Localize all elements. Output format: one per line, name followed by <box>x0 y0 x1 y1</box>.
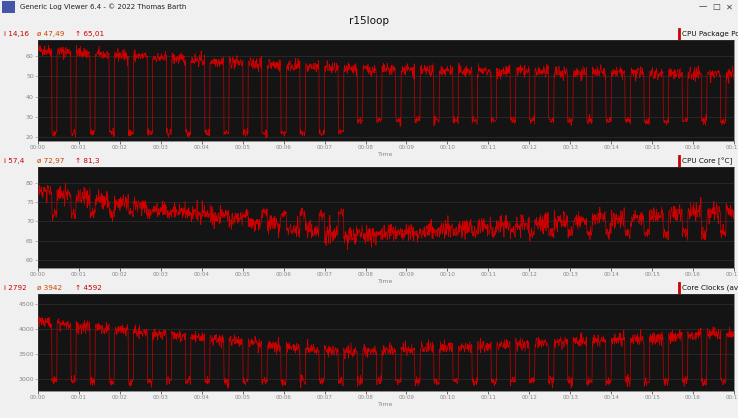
Text: i 2792: i 2792 <box>4 285 27 291</box>
Text: CPU Package Power [W]: CPU Package Power [W] <box>682 31 738 37</box>
X-axis label: Time: Time <box>379 278 393 283</box>
Text: ø 47,49: ø 47,49 <box>37 31 64 37</box>
Text: —: — <box>698 3 707 12</box>
Text: i 14,16: i 14,16 <box>4 31 29 37</box>
Text: Generic Log Viewer 6.4 - © 2022 Thomas Barth: Generic Log Viewer 6.4 - © 2022 Thomas B… <box>20 4 186 10</box>
Text: ø 3942: ø 3942 <box>37 285 62 291</box>
X-axis label: Time: Time <box>379 152 393 157</box>
Text: ✕: ✕ <box>725 3 733 12</box>
Text: □: □ <box>712 3 720 12</box>
X-axis label: Time: Time <box>379 402 393 407</box>
Text: Core Clocks (avg) [MHz]: Core Clocks (avg) [MHz] <box>682 285 738 291</box>
Text: r15loop: r15loop <box>349 15 389 25</box>
Text: ↑ 81,3: ↑ 81,3 <box>75 158 100 164</box>
Text: ø 72,97: ø 72,97 <box>37 158 64 164</box>
Text: ↑ 65,01: ↑ 65,01 <box>75 31 104 37</box>
Text: CPU Core [°C]: CPU Core [°C] <box>682 157 732 165</box>
Text: ↑ 4592: ↑ 4592 <box>75 285 102 291</box>
Bar <box>2 1 15 13</box>
Text: i 57,4: i 57,4 <box>4 158 24 164</box>
